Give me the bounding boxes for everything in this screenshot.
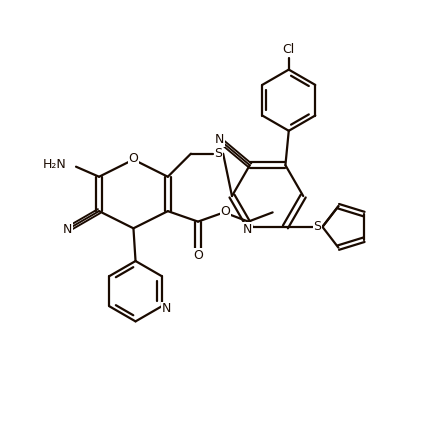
Text: N: N [162, 302, 171, 316]
Text: N: N [243, 223, 252, 236]
Text: S: S [214, 147, 222, 160]
Text: N: N [215, 133, 224, 146]
Text: O: O [129, 152, 138, 165]
Text: O: O [193, 249, 203, 262]
Text: O: O [220, 204, 230, 217]
Text: H₂N: H₂N [43, 158, 66, 171]
Text: N: N [63, 223, 72, 236]
Text: S: S [314, 220, 322, 233]
Text: Cl: Cl [283, 43, 295, 56]
